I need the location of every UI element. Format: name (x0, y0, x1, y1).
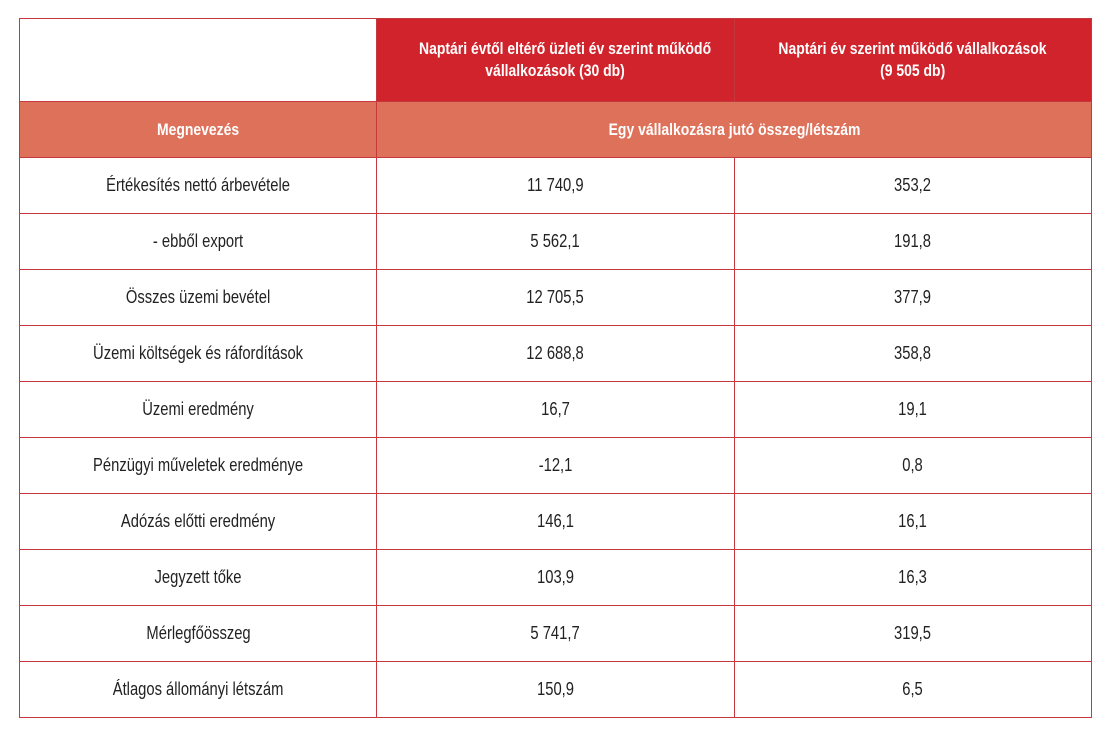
cell-text: 319,5 (894, 623, 932, 643)
cell-text: Mérlegfőösszeg (146, 623, 251, 643)
cell-text: - ebből export (153, 231, 244, 251)
calendar-year-value-cell: 16,3 (733, 549, 1093, 606)
cell-text: 12 705,5 (526, 287, 585, 307)
calendar-year-value-cell: 6,5 (733, 661, 1093, 718)
header-col-calendar-year-line2: (9 505 db) (880, 61, 946, 80)
cell-text: Jegyzett tőke (154, 567, 242, 587)
cell-text: Összes üzemi bevétel (125, 287, 271, 307)
header-col-calendar-year-line1: Naptári év szerint működő vállalkozások (778, 39, 1047, 58)
cell-text: 377,9 (894, 287, 932, 307)
calendar-year-value-cell: 191,8 (733, 213, 1093, 270)
row-name-cell: Adózás előtti eredmény (18, 493, 378, 550)
fiscal-year-value-cell: 5 741,7 (376, 605, 735, 662)
fiscal-year-value-cell: -12,1 (376, 437, 735, 494)
cell-text: 150,9 (537, 679, 574, 699)
fiscal-year-value-cell: 12 688,8 (376, 325, 735, 382)
per-company-header: Egy vállalkozásra jutó összeg/létszám (376, 101, 1092, 158)
fiscal-year-value-cell: 146,1 (376, 493, 735, 550)
row-name-cell: Összes üzemi bevétel (18, 269, 378, 326)
table-body: Értékesítés nettó árbevétele 11 740,9 353,… (18, 157, 1093, 718)
calendar-year-value-cell: 16,1 (733, 493, 1093, 550)
calendar-year-value-cell: 358,8 (733, 325, 1093, 382)
cell-text: 19,1 (898, 399, 928, 419)
calendar-year-value-cell: 19,1 (733, 381, 1093, 438)
header-blank-cell (18, 18, 378, 102)
cell-text: Értékesítés nettó árbevétele (106, 175, 291, 195)
table-row: Üzemi költségek és ráfordítások 12 688,8 3… (18, 325, 1093, 382)
cell-text: -12,1 (538, 455, 573, 475)
cell-text: 16,1 (898, 511, 928, 531)
cell-text: 12 688,8 (526, 343, 585, 363)
header-col-fiscal-year-line1: Naptári évtől eltérő üzleti év szerint m… (419, 39, 712, 58)
row-name-cell: Üzemi költségek és ráfordítások (18, 325, 378, 382)
header-col-fiscal-year: Naptári évtől eltérő üzleti év szerint m… (376, 18, 735, 102)
cell-text: 191,8 (894, 231, 932, 251)
table-row: Értékesítés nettó árbevétele 11 740,9 353,… (18, 157, 1093, 214)
header-row: Naptári évtől eltérő üzleti év szerint m… (18, 18, 1093, 102)
subheader-row: Megnevezés Egy vállalkozásra jutó összeg… (18, 101, 1092, 158)
row-name-cell: - ebből export (18, 213, 378, 270)
table-row: Üzemi eredmény 16,7 19,1 (18, 381, 1093, 438)
cell-text: Adózás előtti eredmény (121, 511, 276, 531)
table-row: Jegyzett tőke 103,9 16,3 (18, 549, 1093, 606)
row-name-cell: Átlagos állományi létszám (18, 661, 378, 718)
table-row: Adózás előtti eredmény 146,1 16,1 (18, 493, 1093, 550)
cell-text: Pénzügyi műveletek eredménye (93, 455, 304, 475)
table-row: - ebből export 5 562,1 191,8 (18, 213, 1093, 270)
row-name-cell: Üzemi eredmény (18, 381, 378, 438)
cell-text: 146,1 (537, 511, 574, 531)
cell-text: Átlagos állományi létszám (112, 679, 284, 699)
cell-text: 6,5 (902, 679, 924, 699)
cell-text: 11 740,9 (527, 175, 584, 195)
table-row: Összes üzemi bevétel 12 705,5 377,9 (18, 269, 1093, 326)
cell-text: Üzemi költségek és ráfordítások (93, 343, 304, 363)
data-table: Naptári évtől eltérő üzleti év szerint m… (18, 18, 1093, 718)
cell-text: 0,8 (902, 455, 924, 475)
cell-text: 5 741,7 (530, 623, 581, 643)
fiscal-year-value-cell: 16,7 (376, 381, 735, 438)
row-name-cell: Mérlegfőösszeg (18, 605, 378, 662)
fiscal-year-value-cell: 103,9 (376, 549, 735, 606)
calendar-year-value-cell: 377,9 (733, 269, 1093, 326)
name-header-label: Megnevezés (157, 119, 240, 139)
row-name-cell: Értékesítés nettó árbevétele (18, 157, 378, 214)
header-col-fiscal-year-line2: vállalkozások (30 db) (485, 61, 626, 80)
name-header: Megnevezés (18, 101, 378, 158)
cell-text: 16,7 (541, 399, 570, 419)
cell-text: 103,9 (537, 567, 574, 587)
table-row: Átlagos állományi létszám 150,9 6,5 (18, 661, 1093, 718)
table-row: Mérlegfőösszeg 5 741,7 319,5 (18, 605, 1093, 662)
row-name-cell: Pénzügyi műveletek eredménye (18, 437, 378, 494)
table-row: Pénzügyi műveletek eredménye -12,1 0,8 (18, 437, 1093, 494)
calendar-year-value-cell: 353,2 (733, 157, 1093, 214)
cell-text: 353,2 (894, 175, 932, 195)
cell-text: 5 562,1 (530, 231, 581, 251)
fiscal-year-value-cell: 11 740,9 (376, 157, 735, 214)
cell-text: 358,8 (894, 343, 932, 363)
fiscal-year-value-cell: 12 705,5 (376, 269, 735, 326)
per-company-header-label: Egy vállalkozásra jutó összeg/létszám (608, 119, 861, 139)
fiscal-year-value-cell: 5 562,1 (376, 213, 735, 270)
cell-text: Üzemi eredmény (142, 399, 254, 419)
calendar-year-value-cell: 0,8 (733, 437, 1093, 494)
row-name-cell: Jegyzett tőke (18, 549, 378, 606)
cell-text: 16,3 (898, 567, 928, 587)
header-col-calendar-year: Naptári év szerint működő vállalkozások (… (733, 18, 1093, 102)
fiscal-year-value-cell: 150,9 (376, 661, 735, 718)
calendar-year-value-cell: 319,5 (733, 605, 1093, 662)
